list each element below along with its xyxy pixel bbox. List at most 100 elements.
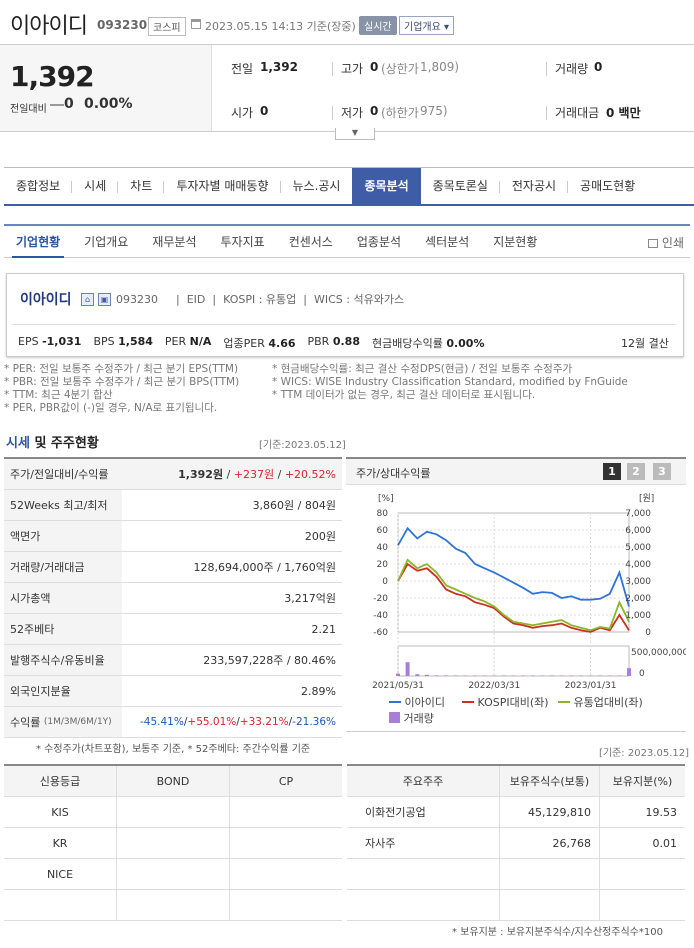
subtab-indicators[interactable]: 투자지표 (220, 234, 265, 249)
volume-bar (434, 675, 439, 676)
volume-bar (607, 675, 612, 676)
tab-discussion[interactable]: 종목토론실 (421, 168, 501, 205)
volume-bar (396, 673, 400, 676)
subtab-industry[interactable]: 업종분석 (356, 234, 402, 249)
tab-analysis[interactable]: 종목분석 (352, 167, 421, 205)
note-dividend: * 현금배당수익률: 최근 결산 수정DPS(현금) / 전일 보통주 수정주가 (272, 363, 573, 375)
legend-industry: 유통업대비(좌) (558, 694, 643, 710)
sub-tab-bar: 기업현황 기업개요 재무분석 투자지표 컨센서스 업종분석 섹터분석 지분현황 (4, 224, 690, 258)
realtime-button[interactable]: 실시간 (359, 16, 397, 35)
expand-chevron-icon[interactable]: ▼ (335, 128, 375, 140)
eps-metric: EPS -1,031 (18, 335, 82, 348)
high-value: 0 (370, 60, 379, 74)
high-label: 고가 (341, 62, 364, 76)
row-value: 200원 (304, 530, 336, 543)
note-wics: * WICS: WISE Industry Classification Sta… (272, 376, 628, 388)
open-value: 0 (260, 104, 269, 118)
row-label: 주가/전일대비/수익률 (4, 459, 122, 489)
subtab-financial[interactable]: 재무분석 (152, 234, 197, 249)
company-info-box (6, 273, 684, 357)
volume-bar (415, 674, 420, 676)
volume-bar (540, 675, 545, 676)
legend-swatch (462, 701, 474, 703)
change-value: 0 (64, 96, 74, 112)
price-chart: 80 60 40 20 0 -20 -40 -60 7,000 6,000 5,000 4,000 3,… (372, 493, 686, 691)
x-tick-label: 2022/03/31 (468, 681, 520, 691)
timestamp: 2023.05.15 14:13 기준(장중) (205, 20, 356, 33)
volume-bar (482, 675, 487, 676)
price-current-panel (0, 45, 212, 131)
row-value: 3,860원 / 804원 (252, 499, 336, 512)
prev-label: 전일 (231, 62, 254, 76)
volume-bar (424, 674, 429, 676)
y-tick-label-right: 2,000 (625, 594, 651, 604)
tab-overview[interactable]: 종합정보 (4, 168, 73, 205)
chart-period-button-2[interactable]: 2 (627, 463, 645, 480)
agency-cell: KR (4, 828, 117, 858)
print-button[interactable]: 인쇄 (647, 234, 684, 251)
header-cell: BOND (117, 766, 230, 796)
row-value: 2.89% (301, 684, 336, 698)
per-metric: PER N/A (164, 335, 212, 348)
volume-bar (521, 675, 526, 676)
upper-limit-label: (상한가 (381, 62, 419, 76)
holder-pct (600, 890, 685, 920)
flat-icon (50, 104, 64, 106)
chart-period-button-1[interactable]: 1 (603, 463, 621, 480)
home-icon[interactable]: ⌂ (81, 293, 94, 306)
table-row: 주가/전일대비/수익률 1,392원 / +237원 / +20.52% (4, 459, 342, 490)
volume-bar (463, 675, 468, 676)
subtab-company-status[interactable]: 기업현황 (4, 226, 72, 258)
row-label: 52주베타 (4, 614, 122, 644)
divider (546, 106, 547, 120)
lower-limit-label: (하한가 (381, 106, 419, 120)
tab-disclosure[interactable]: 전자공시 (500, 168, 569, 205)
subtab-shareholding[interactable]: 지분현황 (493, 234, 538, 249)
company-overview-dropdown[interactable]: 기업개요 ▾ (399, 16, 454, 35)
table-row (4, 890, 342, 921)
y-tick-label-left: 40 (377, 543, 389, 553)
tab-news[interactable]: 뉴스.공시 (292, 178, 341, 193)
tab-investor[interactable]: 투자자별 매매동향 (164, 168, 281, 205)
section-title: 시세 및 주주현황 (6, 436, 99, 451)
bond-cell (117, 859, 230, 889)
credit-rating-table: 신용등급 BOND CP KIS KR NICE (4, 764, 342, 921)
volume-bar (617, 675, 622, 676)
volume-bar (473, 675, 477, 676)
table-row (347, 890, 685, 921)
tab-short-selling[interactable]: 공매도현황 (580, 178, 636, 193)
holder-name (347, 859, 500, 889)
cp-cell (230, 797, 342, 827)
cp-cell (230, 859, 342, 889)
print-label: 인쇄 (661, 236, 684, 250)
volume-bar (453, 675, 458, 676)
industry-line (397, 558, 630, 632)
row-value: 1,392원 / +237원 / +20.52% (178, 468, 336, 481)
open-label: 시가 (231, 106, 254, 120)
cp-cell (230, 828, 342, 858)
table-row (347, 859, 685, 890)
tab-chart[interactable]: 차트 (118, 168, 165, 205)
holder-pct: 0.01 (652, 836, 678, 850)
header-cell: CP (278, 774, 294, 788)
divider (332, 62, 333, 76)
divider (12, 324, 676, 325)
subtab-consensus[interactable]: 컨센서스 (288, 234, 333, 249)
subtab-company-overview[interactable]: 기업개요 (84, 234, 129, 249)
y-tick-label-right: 0 (645, 628, 651, 638)
tab-quote[interactable]: 시세 (72, 168, 119, 205)
table-row: 52Weeks 최고/최저 3,860원 / 804원 (4, 490, 342, 521)
volume-label: 거래량 (555, 62, 589, 76)
subtab-sector[interactable]: 섹터분석 (425, 234, 470, 249)
header-cell: 주요주주 (347, 766, 500, 796)
stock-code: 093230 (97, 18, 148, 32)
chart-title: 주가/상대수익률 (356, 467, 431, 480)
row-label: 발행주식수/유동비율 (4, 645, 122, 675)
divider (546, 62, 547, 76)
y-tick-label-right: 4,000 (625, 560, 651, 570)
company-tags: | EID | KOSPI : 유통업 | WICS : 석유와가스 (176, 293, 405, 306)
note-ttm: * TTM: 최근 4분기 합산 (4, 389, 113, 401)
note-ttm-missing: * TTM 데이터가 없는 경우, 최근 결산 데이터로 표시됩니다. (272, 389, 536, 401)
chart-period-button-3[interactable]: 3 (653, 463, 671, 480)
building-icon[interactable]: ▣ (98, 293, 111, 306)
